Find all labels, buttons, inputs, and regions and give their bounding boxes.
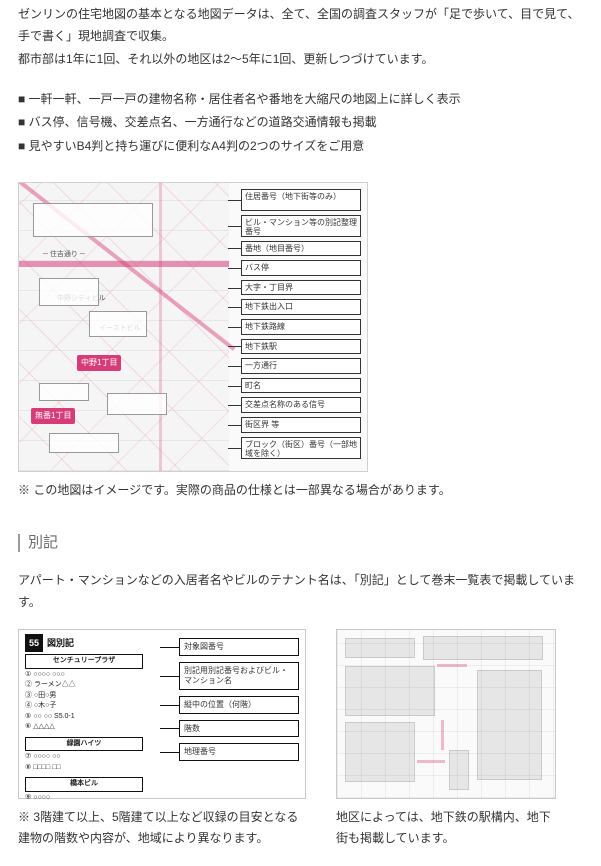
map-caption: ※ この地図はイメージです。実際の商品の仕様とは一部異なる場合があります。 [18,480,583,502]
sample-map-figure: ─ 住吉通り ─ 中野シティビル イーストビル 中野1丁目 無番1丁目 住居番号… [18,182,368,472]
betuki-entry: ⑧ □□□□ □□ [25,763,143,774]
section-heading-text: 別記 [28,529,58,556]
betuki-two-column: 55 図別記 センチュリープラザ ① ○○○○ ○○○ ② ラーメン△△ ③ ○… [18,629,583,848]
betuki-entry: ⑥ △△△△ [25,722,143,733]
feature-list: 一軒一軒、一戸一戸の建物名称・居住者名や番地を大縮尺の地図上に詳しく表示 バス停… [18,89,583,158]
section-subtext: アパート・マンションなどの入居者名やビルのテナント名は、「別記」として巻末一覧表… [18,570,583,613]
betuki-entry: ② ラーメン△△ [25,680,143,691]
map-canvas: ─ 住吉通り ─ 中野シティビル イーストビル 中野1丁目 無番1丁目 [19,183,229,471]
betuki-legend-item: 別記用別記番号およびビル・マンション名 [179,662,299,690]
betuki-note: ※ 3階建て以上、5階建て以上など収録の目安となる建物の階数や内容が、地域により… [18,807,306,848]
betuki-number-badge: 55 [25,634,43,652]
betuki-figure: 55 図別記 センチュリープラザ ① ○○○○ ○○○ ② ラーメン△△ ③ ○… [18,629,306,799]
map-district-label: 無番1丁目 [31,408,75,424]
betuki-building-name: センチュリープラザ [25,654,143,669]
betuki-entry: ① ○○○○ ○○○ [25,670,143,681]
betuki-building-name: 緑園ハイツ [25,737,143,752]
legend-item: 地下鉄出入口 [241,299,361,315]
betuki-entry: ⑤ ○○ ○○ S5.0-1 [25,712,143,723]
legend-item: 大字・丁目界 [241,280,361,296]
legend-item: 交差点名称のある信号 [241,397,361,413]
intro-line-2: 都市部は1年に1回、それ以外の地区は2～5年に1回、更新しつづけています。 [18,49,583,71]
feature-item: バス停、信号機、交差点名、一方通行などの道路交通情報も掲載 [18,112,583,134]
intro-line-1: ゼンリンの住宅地図の基本となる地図データは、全て、全国の調査スタッフが「足で歩い… [18,4,583,47]
betuki-entry-list: センチュリープラザ ① ○○○○ ○○○ ② ラーメン△△ ③ ○田○男 ④ ○… [25,654,143,803]
map-district-label: 中野1丁目 [77,355,121,371]
map-legend: 住居番号（地下街等のみ） ビル・マンション等の別記整理番号 番地（地目番号） バ… [241,189,361,459]
legend-item: バス停 [241,260,361,276]
legend-item: 街区界 等 [241,417,361,433]
feature-item: 一軒一軒、一戸一戸の建物名称・居住者名や番地を大縮尺の地図上に詳しく表示 [18,89,583,111]
betuki-legend-item: 地理番号 [179,743,299,761]
legend-item: ブロック（街区）番号（一部地域を除く） [241,437,361,459]
betuki-entry: ⑨ ○○○○ [25,793,143,804]
legend-item: 地下鉄路線 [241,319,361,335]
legend-item: 町名 [241,378,361,394]
betuki-legend-item: 縦中の位置（何階） [179,696,299,714]
betuki-building-name: 橋本ビル [25,777,143,792]
feature-item: 見やすいB4判と持ち運びに便利なA4判の2つのサイズをご用意 [18,136,583,158]
betuki-header: 55 図別記 [25,636,74,650]
legend-item: ビル・マンション等の別記整理番号 [241,215,361,237]
betuki-legend-item: 対象図番号 [179,638,299,656]
betuki-entry: ⑦ ○○○○ ○○ [25,752,143,763]
legend-item: 一方通行 [241,358,361,374]
legend-item: 番地（地目番号） [241,241,361,257]
station-note: 地区によっては、地下鉄の駅構内、地下街も掲載しています。 [336,807,556,848]
betuki-right-column: 地区によっては、地下鉄の駅構内、地下街も掲載しています。 [336,629,556,848]
section-heading-betuki: 別記 [18,529,583,556]
betuki-title: 図別記 [47,635,74,651]
legend-item: 地下鉄駅 [241,339,361,355]
heading-bar-icon [18,534,20,552]
intro-block: ゼンリンの住宅地図の基本となる地図データは、全て、全国の調査スタッフが「足で歩い… [18,4,583,71]
legend-item: 住居番号（地下街等のみ） [241,189,361,211]
betuki-left-column: 55 図別記 センチュリープラザ ① ○○○○ ○○○ ② ラーメン△△ ③ ○… [18,629,306,848]
station-figure [336,629,556,799]
betuki-entry: ④ ○木○子 [25,701,143,712]
betuki-legend-item: 階数 [179,720,299,738]
map-street-label: ─ 住吉通り ─ [43,249,85,262]
